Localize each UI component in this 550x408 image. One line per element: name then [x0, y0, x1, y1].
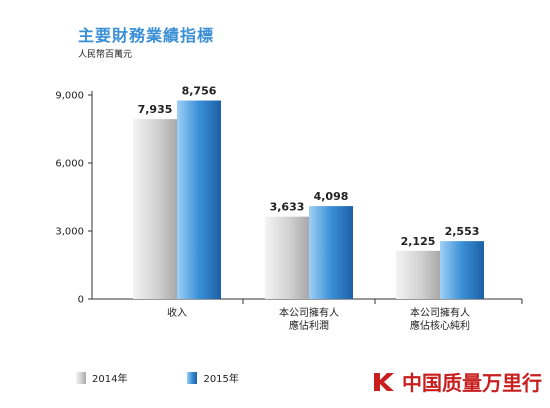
- data-label: 3,633: [270, 201, 305, 214]
- legend-item-2015: 2015年: [187, 370, 239, 385]
- y-tick-label: 0: [78, 295, 84, 306]
- x-category-label: 本公司擁有人: [279, 306, 339, 319]
- chart-title: 主要財務業績指標: [78, 26, 215, 45]
- data-label: 2,553: [445, 225, 480, 238]
- data-label: 8,756: [182, 85, 217, 98]
- x-category-label: 收入: [167, 306, 187, 319]
- x-category-label: 應佔核心純利: [410, 319, 470, 332]
- legend: 2014年 2015年: [76, 370, 299, 385]
- watermark-text: 中国质量万里行: [402, 371, 542, 395]
- data-label: 2,125: [401, 235, 436, 248]
- watermark-logo: 中国质量万里行: [372, 367, 542, 396]
- legend-label-2015: 2015年: [203, 374, 239, 385]
- bar-2015年-1: [309, 206, 353, 299]
- data-label: 4,098: [314, 190, 349, 203]
- legend-swatch-2015: [187, 371, 198, 384]
- bar-2015年-2: [440, 241, 484, 299]
- y-tick-label: 9,000: [55, 91, 84, 102]
- y-tick-label: 3,000: [55, 227, 84, 238]
- bar-2014年-1: [265, 216, 309, 299]
- x-category-label: 應佔利潤: [289, 319, 329, 332]
- watermark-k-icon: [374, 372, 394, 391]
- data-label: 7,935: [138, 103, 173, 116]
- bar-2014年-0: [133, 119, 177, 299]
- legend-item-2014: 2014年: [76, 370, 127, 385]
- legend-swatch-2014: [76, 371, 86, 384]
- unit-label: 人民幣百萬元: [78, 50, 133, 60]
- x-category-label: 本公司擁有人: [410, 306, 470, 319]
- bar-2014年-2: [396, 250, 440, 299]
- legend-label-2014: 2014年: [92, 374, 128, 385]
- y-tick-label: 6,000: [55, 159, 84, 170]
- bar-2015年-0: [177, 100, 221, 299]
